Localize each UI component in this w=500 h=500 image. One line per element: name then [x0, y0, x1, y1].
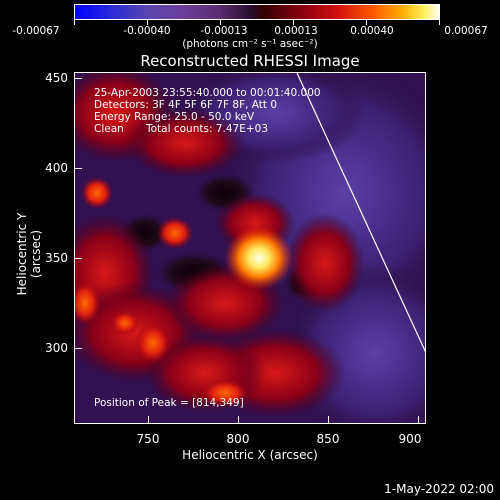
footer-date: 1-May-2022 02:00 [384, 482, 494, 496]
x-tick-label: 800 [226, 432, 250, 446]
info-line-detectors: Detectors: 3F 4F 5F 6F 7F 8F, Att 0 [94, 99, 278, 111]
colorbar-tick-label: 0.00013 [274, 25, 318, 37]
y-tick-label: 350 [45, 251, 68, 265]
colorbar-tick-label: -0.00013 [200, 25, 248, 37]
y-major-tick [74, 258, 82, 259]
info-line-clean: Clean [94, 123, 124, 135]
colorbar-tick-label: 0.00067 [444, 25, 488, 37]
y-major-tick [74, 168, 82, 169]
rhessi-image[interactable] [74, 72, 426, 424]
colorbar-tick-label: 0.00040 [350, 25, 394, 37]
colorbar-tick [366, 20, 367, 25]
peak-position-text: Position of Peak = [814,349] [94, 397, 244, 409]
x-tick-label: 850 [316, 432, 340, 446]
colorbar [74, 4, 440, 20]
colorbar-tick [439, 20, 440, 25]
x-major-tick [148, 416, 149, 424]
x-major-tick [418, 416, 419, 424]
colorbar-tick [147, 20, 148, 25]
x-axis-label: Heliocentric X (arcsec) [182, 448, 318, 462]
colorbar-units: (photons cm⁻² s⁻¹ asec⁻²) [182, 38, 318, 50]
colorbar-tick [74, 20, 75, 25]
info-line-counts: Total counts: 7.47E+03 [146, 123, 269, 135]
x-major-tick [238, 416, 239, 424]
plot-title: Reconstructed RHESSI Image [140, 52, 360, 70]
x-tick-label: 900 [398, 432, 422, 446]
info-line-energy: Energy Range: 25.0 - 50.0 keV [94, 111, 255, 123]
colorbar-tick [293, 20, 294, 25]
y-major-tick [74, 78, 82, 79]
y-major-tick [74, 348, 82, 349]
solar-limb-line [296, 73, 425, 353]
y-tick-label: 400 [45, 161, 68, 175]
y-tick-label: 450 [45, 71, 68, 85]
colorbar-tick-label: -0.00040 [123, 25, 171, 37]
info-line-time: 25-Apr-2003 23:55:40.000 to 00:01:40.000 [94, 87, 321, 99]
y-tick-label: 300 [45, 341, 68, 355]
colorbar-tick [220, 20, 221, 25]
heatmap-svg [75, 73, 425, 423]
y-axis-label: Heliocentric Y (arcsec) [15, 212, 43, 296]
x-tick-label: 750 [136, 432, 160, 446]
flare-peak [225, 226, 293, 290]
x-major-tick [328, 416, 329, 424]
colorbar-tick-label: -0.00067 [12, 25, 60, 37]
